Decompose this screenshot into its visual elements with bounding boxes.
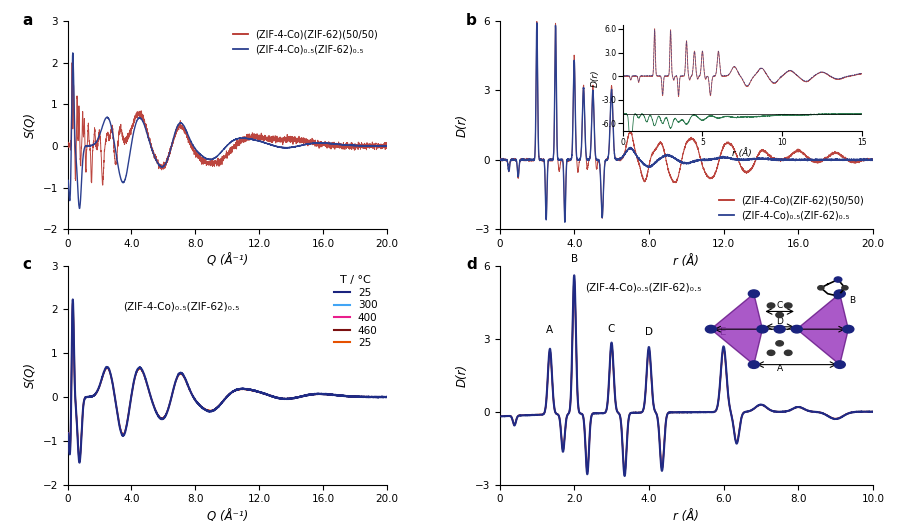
Text: A: A: [546, 325, 554, 335]
X-axis label: Q (Å⁻¹): Q (Å⁻¹): [207, 255, 248, 268]
Text: (ZIF-4-Co)₀.₅(ZIF-62)₀.₅: (ZIF-4-Co)₀.₅(ZIF-62)₀.₅: [123, 302, 239, 312]
Text: (ZIF-4-Co)₀.₅(ZIF-62)₀.₅: (ZIF-4-Co)₀.₅(ZIF-62)₀.₅: [585, 282, 702, 292]
X-axis label: Q (Å⁻¹): Q (Å⁻¹): [207, 510, 248, 521]
Legend: (ZIF-4-Co)(ZIF-62)(50/50), (ZIF-4-Co)₀.₅(ZIF-62)₀.₅: (ZIF-4-Co)(ZIF-62)(50/50), (ZIF-4-Co)₀.₅…: [716, 192, 868, 225]
Y-axis label: S(Q): S(Q): [23, 112, 37, 138]
Text: a: a: [22, 13, 33, 28]
Y-axis label: D(r): D(r): [455, 364, 469, 387]
Text: B: B: [571, 254, 578, 265]
Y-axis label: S(Q): S(Q): [23, 362, 37, 388]
Legend: (ZIF-4-Co)(ZIF-62)(50/50), (ZIF-4-Co)₀.₅(ZIF-62)₀.₅: (ZIF-4-Co)(ZIF-62)(50/50), (ZIF-4-Co)₀.₅…: [230, 26, 382, 58]
Text: E: E: [720, 327, 727, 338]
Text: d: d: [466, 257, 477, 272]
Text: C: C: [608, 324, 616, 334]
Legend: 25, 300, 400, 460, 25: 25, 300, 400, 460, 25: [329, 271, 382, 352]
Text: b: b: [466, 13, 477, 28]
Text: c: c: [22, 257, 32, 272]
Y-axis label: D(r): D(r): [455, 114, 469, 137]
X-axis label: r (Å): r (Å): [673, 255, 699, 267]
X-axis label: r (Å): r (Å): [673, 510, 699, 521]
Text: D: D: [645, 327, 652, 338]
